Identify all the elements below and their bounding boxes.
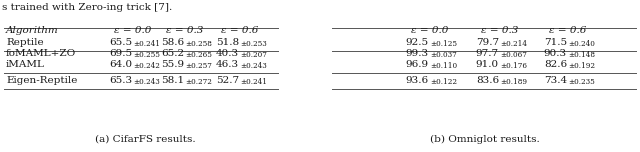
Text: ±0.241: ±0.241	[133, 40, 160, 48]
Text: ±0.067: ±0.067	[500, 51, 527, 59]
Text: 82.6: 82.6	[544, 60, 567, 69]
Text: ±0.110: ±0.110	[430, 62, 457, 70]
Text: 65.5: 65.5	[109, 38, 132, 47]
Text: 64.0: 64.0	[109, 60, 132, 69]
Text: 55.9: 55.9	[161, 60, 184, 69]
Text: ε = 0.0: ε = 0.0	[412, 26, 449, 35]
Text: ±0.037: ±0.037	[430, 51, 457, 59]
Text: s trained with Zero-ing trick [7].: s trained with Zero-ing trick [7].	[2, 3, 172, 12]
Text: 96.9: 96.9	[406, 60, 429, 69]
Text: ±0.148: ±0.148	[568, 51, 595, 59]
Text: foMAML+ZO: foMAML+ZO	[6, 49, 76, 58]
Text: ε = 0.6: ε = 0.6	[221, 26, 259, 35]
Text: ±0.235: ±0.235	[568, 78, 595, 86]
Text: 83.6: 83.6	[476, 76, 499, 85]
Text: ±0.258: ±0.258	[185, 40, 212, 48]
Text: ±0.122: ±0.122	[430, 78, 457, 86]
Text: ±0.255: ±0.255	[133, 51, 160, 59]
Text: ±0.192: ±0.192	[568, 62, 595, 70]
Text: ±0.189: ±0.189	[500, 78, 527, 86]
Text: ±0.176: ±0.176	[500, 62, 527, 70]
Text: Algorithm: Algorithm	[6, 26, 59, 35]
Text: 65.3: 65.3	[109, 76, 132, 85]
Text: ±0.240: ±0.240	[568, 40, 595, 48]
Text: 73.4: 73.4	[544, 76, 567, 85]
Text: 97.7: 97.7	[476, 49, 499, 58]
Text: Reptile: Reptile	[6, 38, 44, 47]
Text: 46.3: 46.3	[216, 60, 239, 69]
Text: (a) CifarFS results.: (a) CifarFS results.	[95, 135, 195, 144]
Text: 52.7: 52.7	[216, 76, 239, 85]
Text: ε = 0.6: ε = 0.6	[549, 26, 587, 35]
Text: ±0.242: ±0.242	[133, 62, 160, 70]
Text: ±0.253: ±0.253	[240, 40, 267, 48]
Text: 69.5: 69.5	[109, 49, 132, 58]
Text: ±0.243: ±0.243	[240, 62, 267, 70]
Text: 90.3: 90.3	[544, 49, 567, 58]
Text: ±0.243: ±0.243	[133, 78, 160, 86]
Text: 91.0: 91.0	[476, 60, 499, 69]
Text: ε = 0.3: ε = 0.3	[481, 26, 518, 35]
Text: 92.5: 92.5	[406, 38, 429, 47]
Text: 51.8: 51.8	[216, 38, 239, 47]
Text: ±0.241: ±0.241	[240, 78, 267, 86]
Text: ±0.272: ±0.272	[185, 78, 212, 86]
Text: ±0.125: ±0.125	[430, 40, 457, 48]
Text: 58.6: 58.6	[161, 38, 184, 47]
Text: iMAML: iMAML	[6, 60, 45, 69]
Text: 99.3: 99.3	[406, 49, 429, 58]
Text: 79.7: 79.7	[476, 38, 499, 47]
Text: 93.6: 93.6	[406, 76, 429, 85]
Text: 40.3: 40.3	[216, 49, 239, 58]
Text: 65.2: 65.2	[161, 49, 184, 58]
Text: ±0.207: ±0.207	[240, 51, 267, 59]
Text: 71.5: 71.5	[544, 38, 567, 47]
Text: 58.1: 58.1	[161, 76, 184, 85]
Text: ±0.265: ±0.265	[185, 51, 212, 59]
Text: ±0.214: ±0.214	[500, 40, 527, 48]
Text: (b) Omniglot results.: (b) Omniglot results.	[430, 135, 540, 144]
Text: Eigen-Reptile: Eigen-Reptile	[6, 76, 77, 85]
Text: ±0.257: ±0.257	[185, 62, 212, 70]
Text: ε = 0.0: ε = 0.0	[115, 26, 152, 35]
Text: ε = 0.3: ε = 0.3	[166, 26, 204, 35]
